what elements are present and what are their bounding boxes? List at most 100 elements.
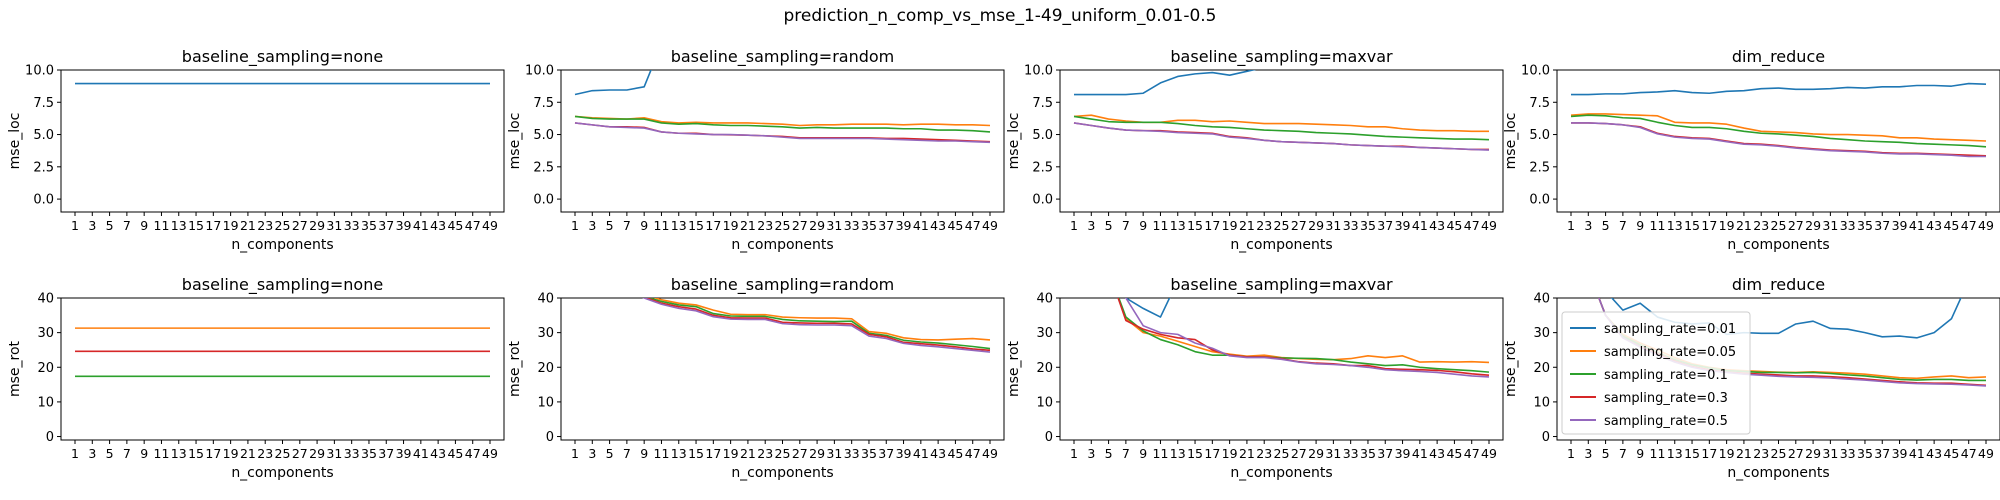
x-tick-label: 7 — [1619, 218, 1627, 233]
x-tick-label: 37 — [378, 218, 394, 233]
y-tick-label: 30 — [537, 326, 554, 341]
x-tick-label: 31 — [326, 218, 342, 233]
x-tick-label: 19 — [723, 218, 739, 233]
x-tick-label: 49 — [1978, 446, 1994, 461]
x-tick-label: 33 — [1840, 446, 1856, 461]
series-line-3 — [1073, 122, 1489, 151]
y-tick-label: 40 — [1533, 292, 1550, 307]
subplot-1: baseline_sampling=random 0.0 2.5 5.0 7.5 10.0… — [507, 47, 1005, 253]
x-tick-label: 37 — [1874, 446, 1890, 461]
x-tick-label: 19 — [1719, 446, 1735, 461]
x-tick-label: 21 — [1736, 446, 1752, 461]
x-tick-label: 43 — [930, 218, 946, 233]
x-tick-label: 35 — [1360, 218, 1376, 233]
x-tick-label: 29 — [1805, 218, 1821, 233]
legend-label: sampling_rate=0.3 — [1604, 391, 1728, 406]
x-tick-label: 7 — [1619, 446, 1627, 461]
x-tick-label: 47 — [1961, 446, 1977, 461]
legend-label: sampling_rate=0.1 — [1604, 368, 1728, 383]
y-tick-label: 5.0 — [1032, 128, 1053, 143]
legend-box — [1561, 311, 1751, 435]
subplot-title: baseline_sampling=none — [182, 47, 383, 67]
x-tick-label: 43 — [1429, 446, 1445, 461]
x-tick-label: 35 — [1360, 446, 1376, 461]
x-tick-label: 15 — [1684, 446, 1700, 461]
subplot-title: dim_reduce — [1732, 47, 1825, 67]
y-axis-label: mse_rot — [1006, 340, 1022, 397]
x-tick-label: 43 — [930, 446, 946, 461]
x-axis-label: n_components — [731, 465, 833, 481]
series-line-3 — [644, 298, 991, 352]
x-tick-label: 15 — [188, 446, 204, 461]
x-tick-label: 33 — [844, 446, 860, 461]
x-tick-label: 3 — [588, 446, 596, 461]
legend-label: sampling_rate=0.05 — [1604, 345, 1736, 360]
x-tick-label: 27 — [792, 446, 808, 461]
x-axis-label: n_components — [1727, 465, 1829, 481]
x-axis-label: n_components — [1230, 237, 1332, 253]
y-tick-label: 5.0 — [1529, 128, 1550, 143]
x-tick-label: 7 — [1122, 446, 1130, 461]
x-tick-label: 13 — [1667, 218, 1683, 233]
y-tick-label: 40 — [537, 292, 554, 307]
series-line-0 — [1124, 298, 1171, 318]
x-tick-label: 29 — [1308, 218, 1324, 233]
x-tick-label: 45 — [1943, 218, 1959, 233]
x-tick-label: 47 — [965, 218, 981, 233]
x-tick-label: 33 — [844, 218, 860, 233]
x-tick-label: 31 — [1822, 218, 1838, 233]
series-line-0 — [1074, 70, 1257, 96]
x-tick-label: 45 — [947, 446, 963, 461]
x-tick-label: 17 — [205, 218, 221, 233]
subplot-title: baseline_sampling=random — [671, 47, 895, 67]
x-tick-label: 13 — [1170, 218, 1186, 233]
y-tick-label: 20 — [537, 361, 554, 376]
x-tick-label: 11 — [1153, 446, 1169, 461]
x-tick-label: 5 — [106, 218, 114, 233]
y-tick-label: 5.0 — [33, 128, 54, 143]
series-line-4 — [642, 298, 991, 353]
series-line-2 — [1570, 114, 1987, 148]
x-tick-label: 5 — [1105, 218, 1113, 233]
x-tick-label: 19 — [1222, 446, 1238, 461]
x-tick-label: 45 — [447, 218, 463, 233]
x-tick-label: 9 — [1636, 218, 1644, 233]
y-tick-label: 0.0 — [533, 193, 554, 208]
x-tick-label: 9 — [640, 218, 648, 233]
x-tick-label: 7 — [1122, 218, 1130, 233]
plot-frame — [60, 297, 505, 441]
series-line-4 — [1124, 298, 1490, 378]
y-tick-label: 7.5 — [533, 96, 554, 111]
y-tick-label: 7.5 — [1032, 96, 1053, 111]
x-tick-label: 21 — [1239, 446, 1255, 461]
y-tick-label: 0.0 — [1032, 193, 1053, 208]
series-line-0 — [1610, 298, 1962, 339]
x-tick-label: 3 — [1584, 218, 1592, 233]
x-tick-label: 21 — [1736, 218, 1752, 233]
x-tick-label: 3 — [1087, 446, 1095, 461]
x-tick-label: 3 — [88, 446, 96, 461]
y-tick-label: 30 — [1036, 326, 1053, 341]
x-tick-label: 33 — [1343, 446, 1359, 461]
plot-frame — [1556, 69, 2000, 213]
series-line-2 — [1073, 115, 1490, 141]
x-tick-label: 1 — [1070, 446, 1078, 461]
x-tick-label: 7 — [123, 446, 131, 461]
x-tick-label: 43 — [1429, 218, 1445, 233]
x-tick-label: 3 — [1584, 446, 1592, 461]
x-tick-label: 9 — [640, 446, 648, 461]
x-tick-label: 1 — [71, 446, 79, 461]
x-tick-label: 19 — [1222, 218, 1238, 233]
x-tick-label: 11 — [1650, 218, 1666, 233]
x-tick-label: 27 — [1291, 446, 1307, 461]
x-tick-label: 11 — [1650, 446, 1666, 461]
y-tick-label: 10.0 — [1024, 64, 1053, 79]
x-tick-label: 3 — [88, 218, 96, 233]
x-tick-label: 23 — [757, 446, 773, 461]
x-tick-label: 41 — [1909, 446, 1925, 461]
x-tick-label: 35 — [861, 446, 877, 461]
x-tick-label: 45 — [447, 446, 463, 461]
